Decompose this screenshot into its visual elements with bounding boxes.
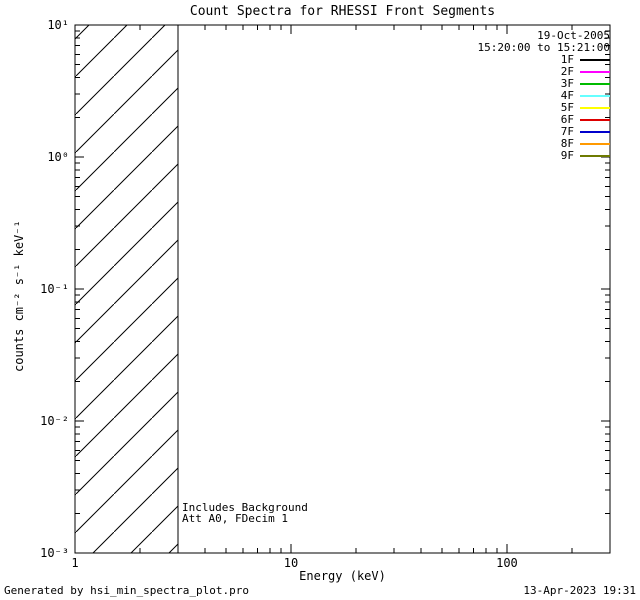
legend: 19-Oct-2005 15:20:00 to 15:21:00 1F 2F 3F 4…	[478, 30, 610, 162]
legend-entry-swatch	[580, 155, 610, 157]
hatched-region	[75, 25, 179, 553]
legend-entry-swatch	[580, 119, 610, 121]
annotation-includes-background: Includes Background	[182, 501, 308, 514]
legend-time-range: 15:20:00 to 15:21:00	[477, 41, 610, 54]
legend-entry-label: 1F	[560, 53, 574, 66]
legend-entry-label: 9F	[560, 149, 574, 162]
legend-entry-label: 5F	[560, 101, 574, 114]
y-tick-label: 10⁻²	[40, 414, 69, 428]
legend-entry-label: 4F	[560, 89, 574, 102]
legend-entry-swatch	[580, 107, 610, 109]
annotation-block: Includes Background Att A0, FDecim 1	[182, 502, 308, 524]
legend-entries: 1F 2F 3F 4F 5F 6F 7F 8F 9F	[478, 54, 610, 162]
legend-entry: 2F	[478, 66, 610, 78]
chart-title: Count Spectra for RHESSI Front Segments	[189, 4, 496, 19]
legend-date: 19-Oct-2005	[537, 29, 610, 42]
legend-entry: 6F	[478, 114, 610, 126]
x-tick-label: 100	[496, 556, 518, 570]
legend-entry-swatch	[580, 143, 610, 145]
legend-entry: 5F	[478, 102, 610, 114]
legend-entry-swatch	[580, 131, 610, 133]
legend-entry-label: 2F	[560, 65, 574, 78]
legend-entry: 8F	[478, 138, 610, 150]
y-tick-label: 10⁰	[47, 150, 69, 164]
y-tick-label: 10⁻³	[40, 546, 69, 560]
legend-entry: 1F	[478, 54, 610, 66]
legend-entry-label: 3F	[560, 77, 574, 90]
x-axis-label: Energy (keV)	[299, 569, 386, 583]
annotation-attenuator-state: Att A0, FDecim 1	[182, 512, 288, 525]
legend-entry-label: 6F	[560, 113, 574, 126]
legend-entry: 3F	[478, 78, 610, 90]
x-tick-label: 1	[71, 556, 78, 570]
y-axis-label: counts cm⁻² s⁻¹ keV⁻¹	[12, 220, 26, 372]
y-tick-label: 10⁻¹	[40, 282, 69, 296]
footer-generator-text: Generated by hsi_min_spectra_plot.pro	[4, 584, 250, 597]
legend-entry: 9F	[478, 150, 610, 162]
legend-entry: 4F	[478, 90, 610, 102]
legend-entry-swatch	[580, 95, 610, 97]
legend-entry-swatch	[580, 83, 610, 85]
x-tick-label: 10	[284, 556, 298, 570]
legend-entry-label: 8F	[560, 137, 574, 150]
legend-entry: 7F	[478, 126, 610, 138]
legend-entry-swatch	[580, 71, 610, 73]
footer-datetime: 13-Apr-2023 19:31	[523, 584, 636, 597]
legend-header: 19-Oct-2005 15:20:00 to 15:21:00	[478, 30, 610, 54]
y-tick-label: 10¹	[47, 18, 69, 32]
legend-entry-label: 7F	[560, 125, 574, 138]
legend-entry-swatch	[580, 59, 610, 61]
